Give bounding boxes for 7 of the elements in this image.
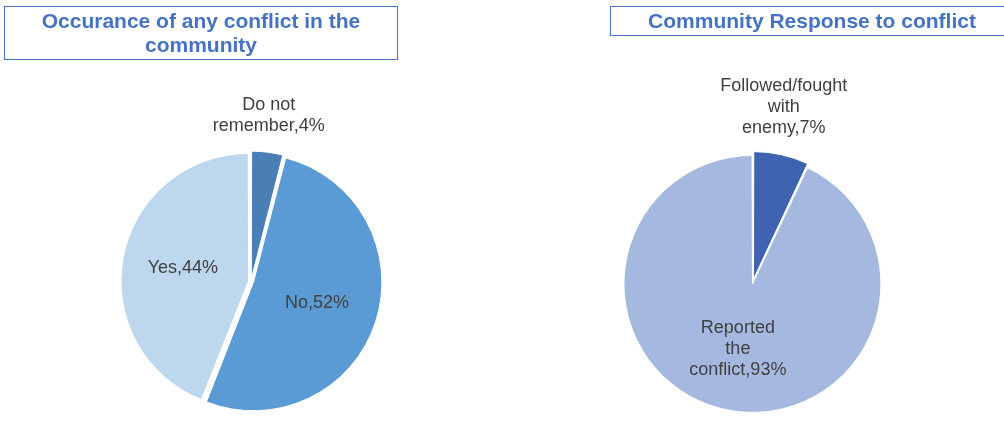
slice-label: Reported the conflict,93% [689, 317, 787, 380]
chart-title: Occurance of any conflict in the community [4, 6, 398, 60]
slice-label: Yes,44% [147, 257, 219, 278]
slice-label: Do not remember,4% [212, 94, 325, 136]
slice-label: Followed/fought with enemy,7% [720, 75, 848, 138]
slice-label: No,52% [284, 291, 349, 312]
chart-title: Community Response to conflict [610, 6, 1004, 36]
